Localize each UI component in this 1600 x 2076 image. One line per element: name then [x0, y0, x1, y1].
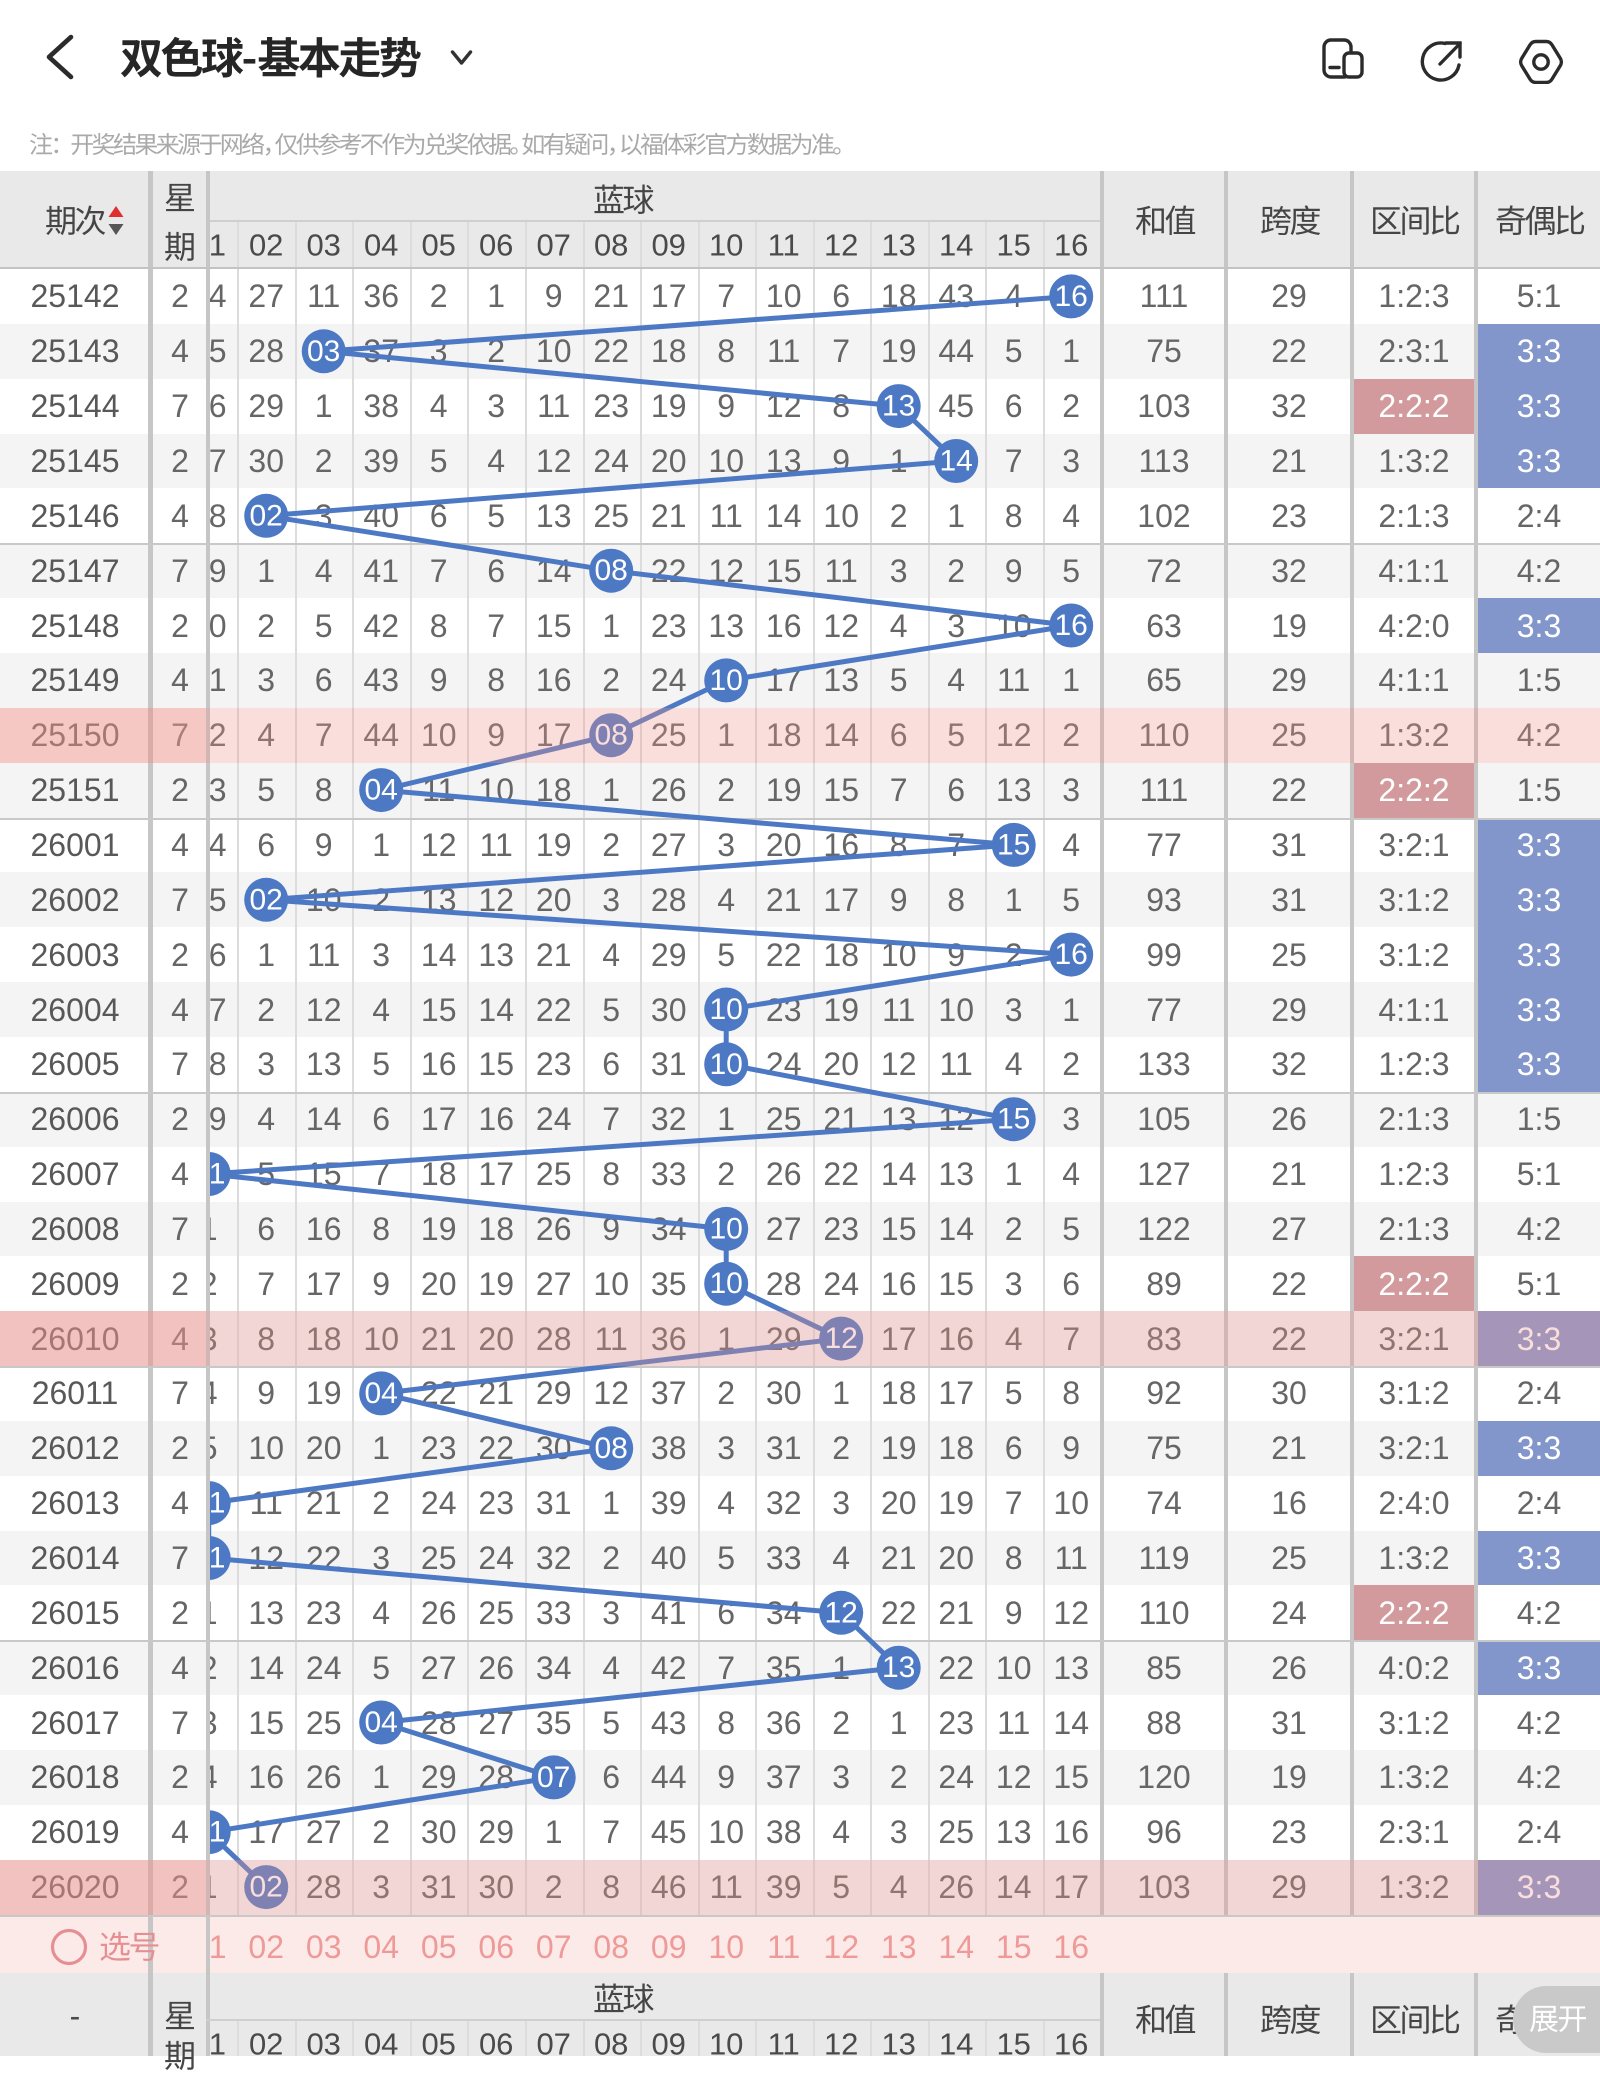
svg-text:03: 03	[307, 335, 340, 368]
svg-text:02: 02	[250, 883, 283, 916]
svg-text:10: 10	[710, 1048, 743, 1081]
svg-text:10: 10	[710, 664, 743, 697]
svg-text:10: 10	[710, 1267, 743, 1300]
svg-text:01: 01	[210, 1487, 225, 1520]
svg-text:10: 10	[710, 993, 743, 1026]
svg-text:08: 08	[595, 719, 628, 752]
svg-text:08: 08	[595, 554, 628, 587]
svg-text:08: 08	[595, 1432, 628, 1465]
svg-text:04: 04	[365, 774, 398, 807]
svg-text:04: 04	[365, 1706, 398, 1739]
svg-text:12: 12	[825, 1322, 858, 1355]
svg-text:04: 04	[365, 1377, 398, 1410]
svg-text:15: 15	[997, 828, 1030, 861]
svg-text:13: 13	[882, 1651, 915, 1684]
svg-text:02: 02	[250, 1871, 283, 1904]
svg-text:12: 12	[825, 1596, 858, 1629]
svg-text:16: 16	[1055, 938, 1088, 971]
svg-text:15: 15	[997, 1103, 1030, 1136]
svg-text:16: 16	[1055, 609, 1088, 642]
svg-text:02: 02	[250, 499, 283, 532]
svg-text:10: 10	[710, 1212, 743, 1245]
svg-text:01: 01	[210, 1158, 225, 1191]
svg-text:14: 14	[940, 445, 973, 478]
svg-text:07: 07	[537, 1761, 570, 1794]
svg-text:16: 16	[1055, 280, 1088, 313]
svg-text:13: 13	[882, 390, 915, 423]
svg-text:01: 01	[210, 1816, 225, 1849]
svg-text:01: 01	[210, 1542, 225, 1575]
